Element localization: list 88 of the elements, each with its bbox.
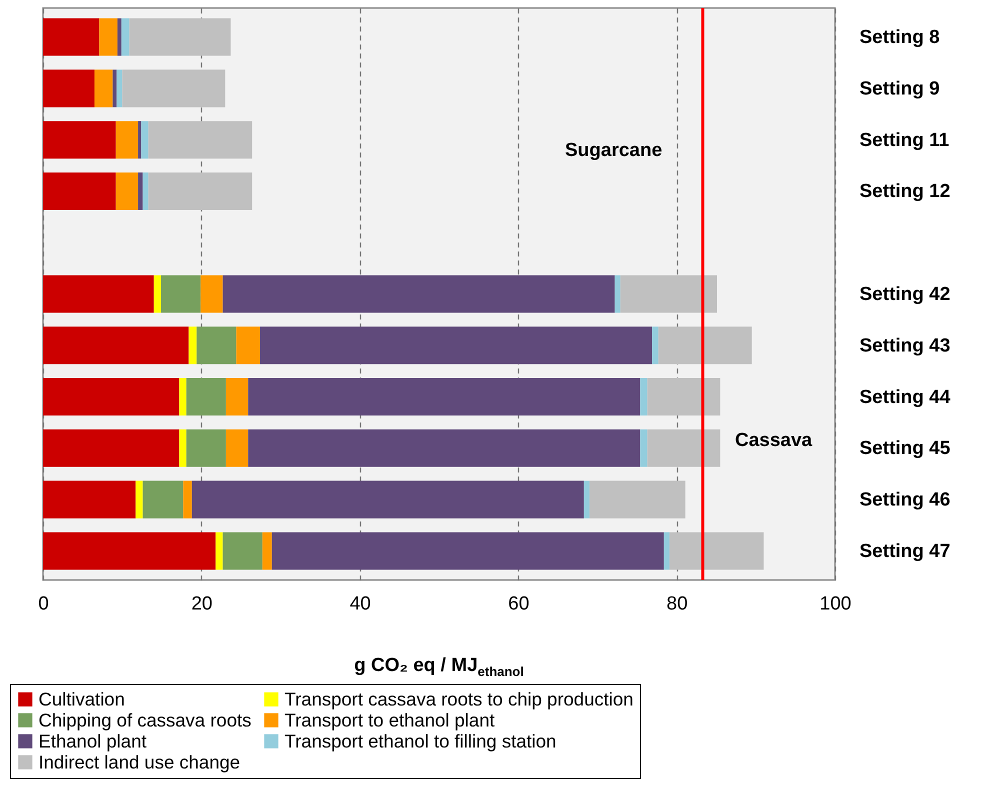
bar bbox=[669, 532, 764, 570]
bar bbox=[192, 480, 584, 518]
bar bbox=[222, 532, 262, 570]
bar bbox=[589, 480, 686, 518]
bar bbox=[664, 532, 670, 570]
legend-label: Indirect land use change bbox=[38, 751, 240, 772]
bar bbox=[148, 172, 252, 210]
bar bbox=[122, 70, 226, 108]
bar bbox=[94, 70, 113, 108]
bar bbox=[141, 121, 148, 159]
bar bbox=[43, 172, 116, 210]
bar bbox=[222, 275, 615, 313]
bar bbox=[138, 121, 142, 159]
bar bbox=[652, 326, 658, 364]
y-tick-label: Setting 12 bbox=[860, 181, 950, 202]
bar bbox=[161, 275, 201, 313]
annotation: Cassava bbox=[735, 430, 813, 451]
legend-label: Chipping of cassava roots bbox=[38, 709, 252, 730]
bar bbox=[226, 378, 248, 416]
bar bbox=[262, 532, 272, 570]
x-tick-label: 40 bbox=[350, 594, 371, 614]
bar bbox=[647, 429, 720, 467]
x-tick-label: 60 bbox=[508, 594, 530, 614]
legend-label: Cultivation bbox=[38, 688, 125, 710]
bar bbox=[272, 532, 664, 570]
bar bbox=[142, 172, 148, 210]
bar bbox=[116, 172, 138, 210]
bar bbox=[43, 326, 189, 364]
bar bbox=[99, 18, 118, 56]
bar bbox=[188, 326, 197, 364]
bar bbox=[179, 429, 186, 467]
legend-label: Ethanol plant bbox=[38, 730, 147, 752]
bar bbox=[226, 429, 248, 467]
bar bbox=[183, 480, 192, 518]
bar bbox=[647, 378, 720, 416]
bar bbox=[248, 429, 640, 467]
bar bbox=[117, 18, 122, 56]
bar bbox=[112, 70, 117, 108]
y-tick-label: Setting 11 bbox=[860, 130, 950, 151]
bar bbox=[658, 326, 752, 364]
bar bbox=[142, 480, 184, 518]
legend-label: Transport ethanol to filling station bbox=[284, 730, 556, 752]
annotation: Sugarcane bbox=[565, 140, 662, 161]
bar bbox=[154, 275, 162, 313]
bar bbox=[584, 480, 590, 518]
legend-label: Transport cassava roots to chip production bbox=[284, 688, 634, 710]
y-tick-label: Setting 47 bbox=[860, 540, 950, 562]
bar bbox=[260, 326, 652, 364]
y-tick-label: Setting 44 bbox=[860, 386, 951, 408]
bar bbox=[43, 378, 180, 416]
bar bbox=[116, 121, 138, 159]
x-tick-label: 20 bbox=[191, 594, 212, 614]
bar bbox=[640, 378, 648, 416]
bar bbox=[43, 532, 216, 570]
bar bbox=[216, 532, 223, 570]
y-tick-label: Setting 46 bbox=[860, 490, 950, 511]
y-tick-label: Setting 43 bbox=[860, 335, 950, 356]
bar bbox=[43, 480, 136, 518]
bar bbox=[620, 275, 717, 313]
bar bbox=[248, 378, 640, 416]
bar bbox=[200, 275, 223, 313]
bar bbox=[179, 378, 186, 416]
bar bbox=[43, 121, 116, 159]
x-axis-title: g CO₂ eq / MJ$_{ethanol}$ bbox=[353, 655, 525, 679]
x-tick-label: 0 bbox=[38, 594, 49, 614]
bar bbox=[186, 429, 226, 467]
bar bbox=[136, 480, 143, 518]
bar bbox=[148, 121, 252, 159]
bar bbox=[640, 429, 648, 467]
bar bbox=[43, 275, 154, 313]
bar bbox=[129, 18, 231, 56]
bar bbox=[121, 18, 130, 56]
bar bbox=[196, 326, 236, 364]
bar bbox=[614, 275, 620, 313]
bar bbox=[43, 70, 94, 108]
y-tick-label: Setting 42 bbox=[860, 284, 950, 305]
y-tick-label: Setting 8 bbox=[860, 27, 940, 48]
x-tick-label: 100 bbox=[820, 594, 852, 614]
legend-label: Transport to ethanol plant bbox=[284, 709, 495, 730]
y-tick-label: Setting 45 bbox=[860, 438, 951, 460]
y-tick-label: Setting 9 bbox=[860, 78, 940, 100]
x-tick-label: 80 bbox=[666, 594, 688, 614]
bar bbox=[43, 429, 180, 467]
bar bbox=[138, 172, 143, 210]
bar bbox=[236, 326, 260, 364]
bar bbox=[43, 18, 100, 56]
bar bbox=[116, 70, 122, 108]
bar bbox=[186, 378, 226, 416]
